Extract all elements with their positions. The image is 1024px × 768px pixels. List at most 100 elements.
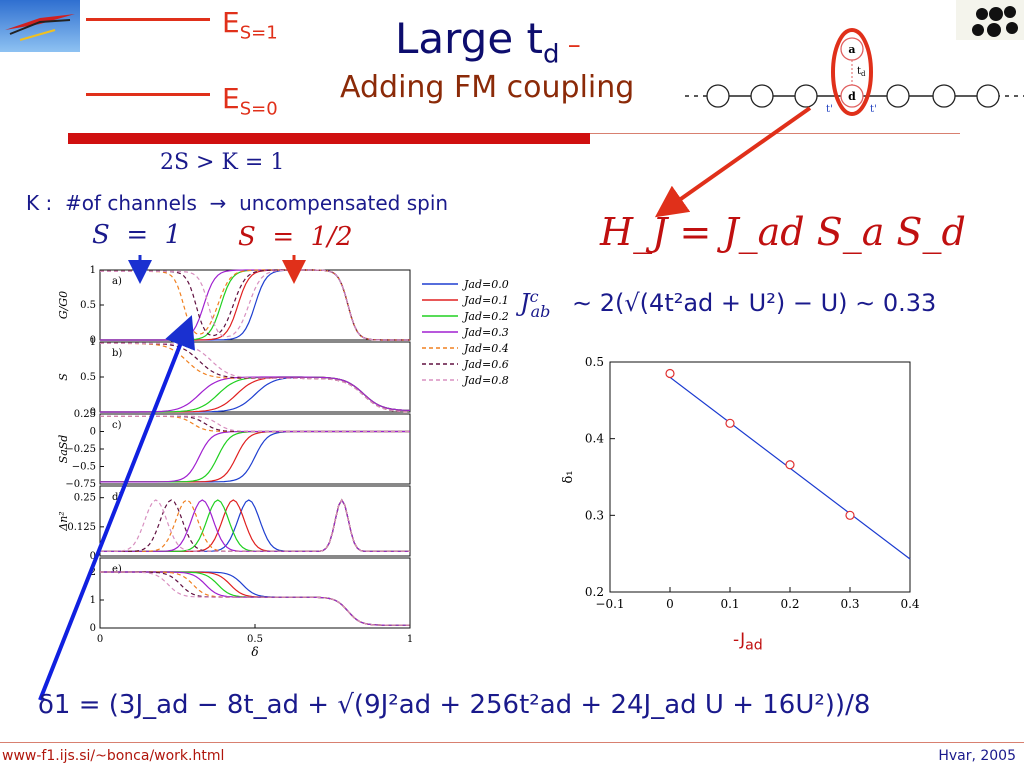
y-axis-label: δ₁ <box>561 470 576 483</box>
y-tick-label: −0.5 <box>72 462 96 473</box>
plot-frame <box>609 361 911 593</box>
title-bar <box>68 133 590 144</box>
spin-half-label: S = 1/2 <box>238 222 353 252</box>
energy-s0-sub: S=0 <box>239 98 278 120</box>
k-arrow: → <box>209 191 227 215</box>
k-text: #of channels <box>64 191 197 215</box>
data-point <box>845 510 855 520</box>
chain-site <box>794 84 818 108</box>
panel-tag: e) <box>112 564 122 575</box>
y-tick-label: 1 <box>90 337 96 348</box>
title-main: Large t <box>395 14 543 63</box>
data-point <box>665 368 675 379</box>
y-tick-label: 0.4 <box>585 432 604 446</box>
panel-frame <box>99 557 411 629</box>
energy-s1-symbol: E <box>222 6 240 39</box>
node-d-label: d <box>848 90 856 103</box>
legend-label: Jad=0.3 <box>462 326 509 339</box>
data-point <box>785 460 795 470</box>
spin-one-label: S = 1 <box>92 220 182 250</box>
footer-venue: Hvar, 2005 <box>938 748 1016 764</box>
y-tick-label: 0.5 <box>80 372 96 383</box>
panel-frame <box>99 485 411 557</box>
y-tick-label: 0.5 <box>80 300 96 311</box>
chain-site <box>932 84 956 108</box>
x-tick-label: 1 <box>407 634 413 645</box>
energy-s0-symbol: E <box>222 82 240 115</box>
k-line: K : #of channels → uncompensated spin <box>26 191 448 215</box>
x-tick-label: 0 <box>97 634 103 645</box>
panel-tag: b) <box>112 348 122 359</box>
jab-rhs: ∼ 2(√(4t²ad + U²) − U) ∼ 0.33 <box>572 289 937 317</box>
y-tick-label: 0.25 <box>74 493 96 504</box>
slide-subtitle: Adding FM coupling <box>340 70 635 105</box>
panel-frame <box>99 413 411 485</box>
hamiltonian-arrow <box>654 106 812 218</box>
legend-label: Jad=0.6 <box>462 358 509 371</box>
panel-1: 00.51a)G/G0 <box>57 265 411 346</box>
title-dash: – <box>559 30 581 60</box>
footer-url: www-f1.ijs.si/~bonca/work.html <box>2 748 225 764</box>
x-tick-label: 0.2 <box>780 597 799 611</box>
x-tick-label: 0.1 <box>720 597 739 611</box>
x-tick-label: −0.1 <box>595 597 624 611</box>
impurity-highlight-ellipse <box>831 28 873 116</box>
delta1-formula: δ1 = (3J_ad − 8t_ad + √(9J²ad + 256t²ad … <box>38 690 870 720</box>
legend-label: Jad=0.1 <box>462 294 509 307</box>
y-tick-label: 1 <box>90 265 96 276</box>
panel-tag: c) <box>112 420 122 431</box>
node-a-label: a <box>848 43 855 56</box>
hop-left-label: t' <box>826 104 833 115</box>
slide-title: Large td – <box>395 14 581 69</box>
y-tick-label: 0.125 <box>67 522 96 533</box>
energy-level-s0-line <box>86 93 210 96</box>
jab-sub: ab <box>530 301 551 321</box>
energy-s0-label: ES=0 <box>222 82 278 120</box>
delta-vs-jad-chart: −0.1 0 0.1 0.2 0.3 0.4 0.2 0.3 0.4 0.5 δ₁ <box>561 355 920 611</box>
y-tick-label: 0 <box>90 551 96 562</box>
chain-site <box>976 84 1000 108</box>
chain-site <box>750 84 774 108</box>
jad-axis-sub: ad <box>745 637 763 654</box>
dots-logo <box>956 0 1024 40</box>
y-tick-label: 0.25 <box>74 409 96 420</box>
data-point <box>725 418 735 428</box>
k-label: K : <box>26 191 53 215</box>
glider-logo-image <box>0 0 80 52</box>
panel-ylabel: G/G0 <box>57 291 70 319</box>
bond-label: td <box>857 66 866 78</box>
hop-right-label: t' <box>870 104 877 115</box>
jad-axis-text: -J <box>733 630 746 650</box>
y-tick-label: −0.75 <box>65 479 96 490</box>
panel-tag: d) <box>112 492 122 503</box>
jad-axis-label: -Jad <box>733 630 763 653</box>
hamiltonian-formula: H_J = J_ad S_a S_d <box>600 210 966 254</box>
chain-site <box>706 84 730 108</box>
impurity-chain-diagram: a d td t' t' <box>680 28 1024 116</box>
delta1-text: δ1 = (3J_ad − 8t_ad + √(9J²ad + 256t²ad … <box>38 690 871 720</box>
energy-level-s1-line <box>86 18 210 21</box>
energy-s1-sub: S=1 <box>239 22 278 44</box>
hamiltonian-text: H_J = J_ad S_a S_d <box>600 210 966 254</box>
jab-formula: Jcab ∼ 2(√(4t²ad + U²) − U) ∼ 0.33 <box>520 287 936 321</box>
multi-panel-chart: 00.51a)G/G000.51b)S−0.75−0.5−0.2500.25c)… <box>57 265 509 659</box>
x-tick-label: 0.5 <box>247 634 263 645</box>
x-tick-label: 0.4 <box>900 597 919 611</box>
panel-ylabel: S <box>57 373 70 381</box>
y-tick-label: 2 <box>90 567 96 578</box>
y-tick-label: 0 <box>90 427 96 438</box>
footer-rule <box>0 742 1024 743</box>
chain-site <box>886 84 910 108</box>
y-tick-label: 0 <box>90 623 96 634</box>
condition-line: 2S > K = 1 <box>160 150 284 175</box>
panel-4: 0 0.125 0.25 d) Δn² <box>57 485 411 562</box>
panel-5: 0 1 2 e) <box>90 557 411 634</box>
panel-ylabel: SaSd <box>57 435 70 464</box>
panel-2: 00.51b)S <box>57 337 411 418</box>
title-sub: d <box>542 39 560 70</box>
legend-label: Jad=0.0 <box>462 278 509 291</box>
x-tick-label: 0 <box>666 597 674 611</box>
energy-s1-label: ES=1 <box>222 6 278 44</box>
condition-text: 2S > K = 1 <box>160 150 285 175</box>
